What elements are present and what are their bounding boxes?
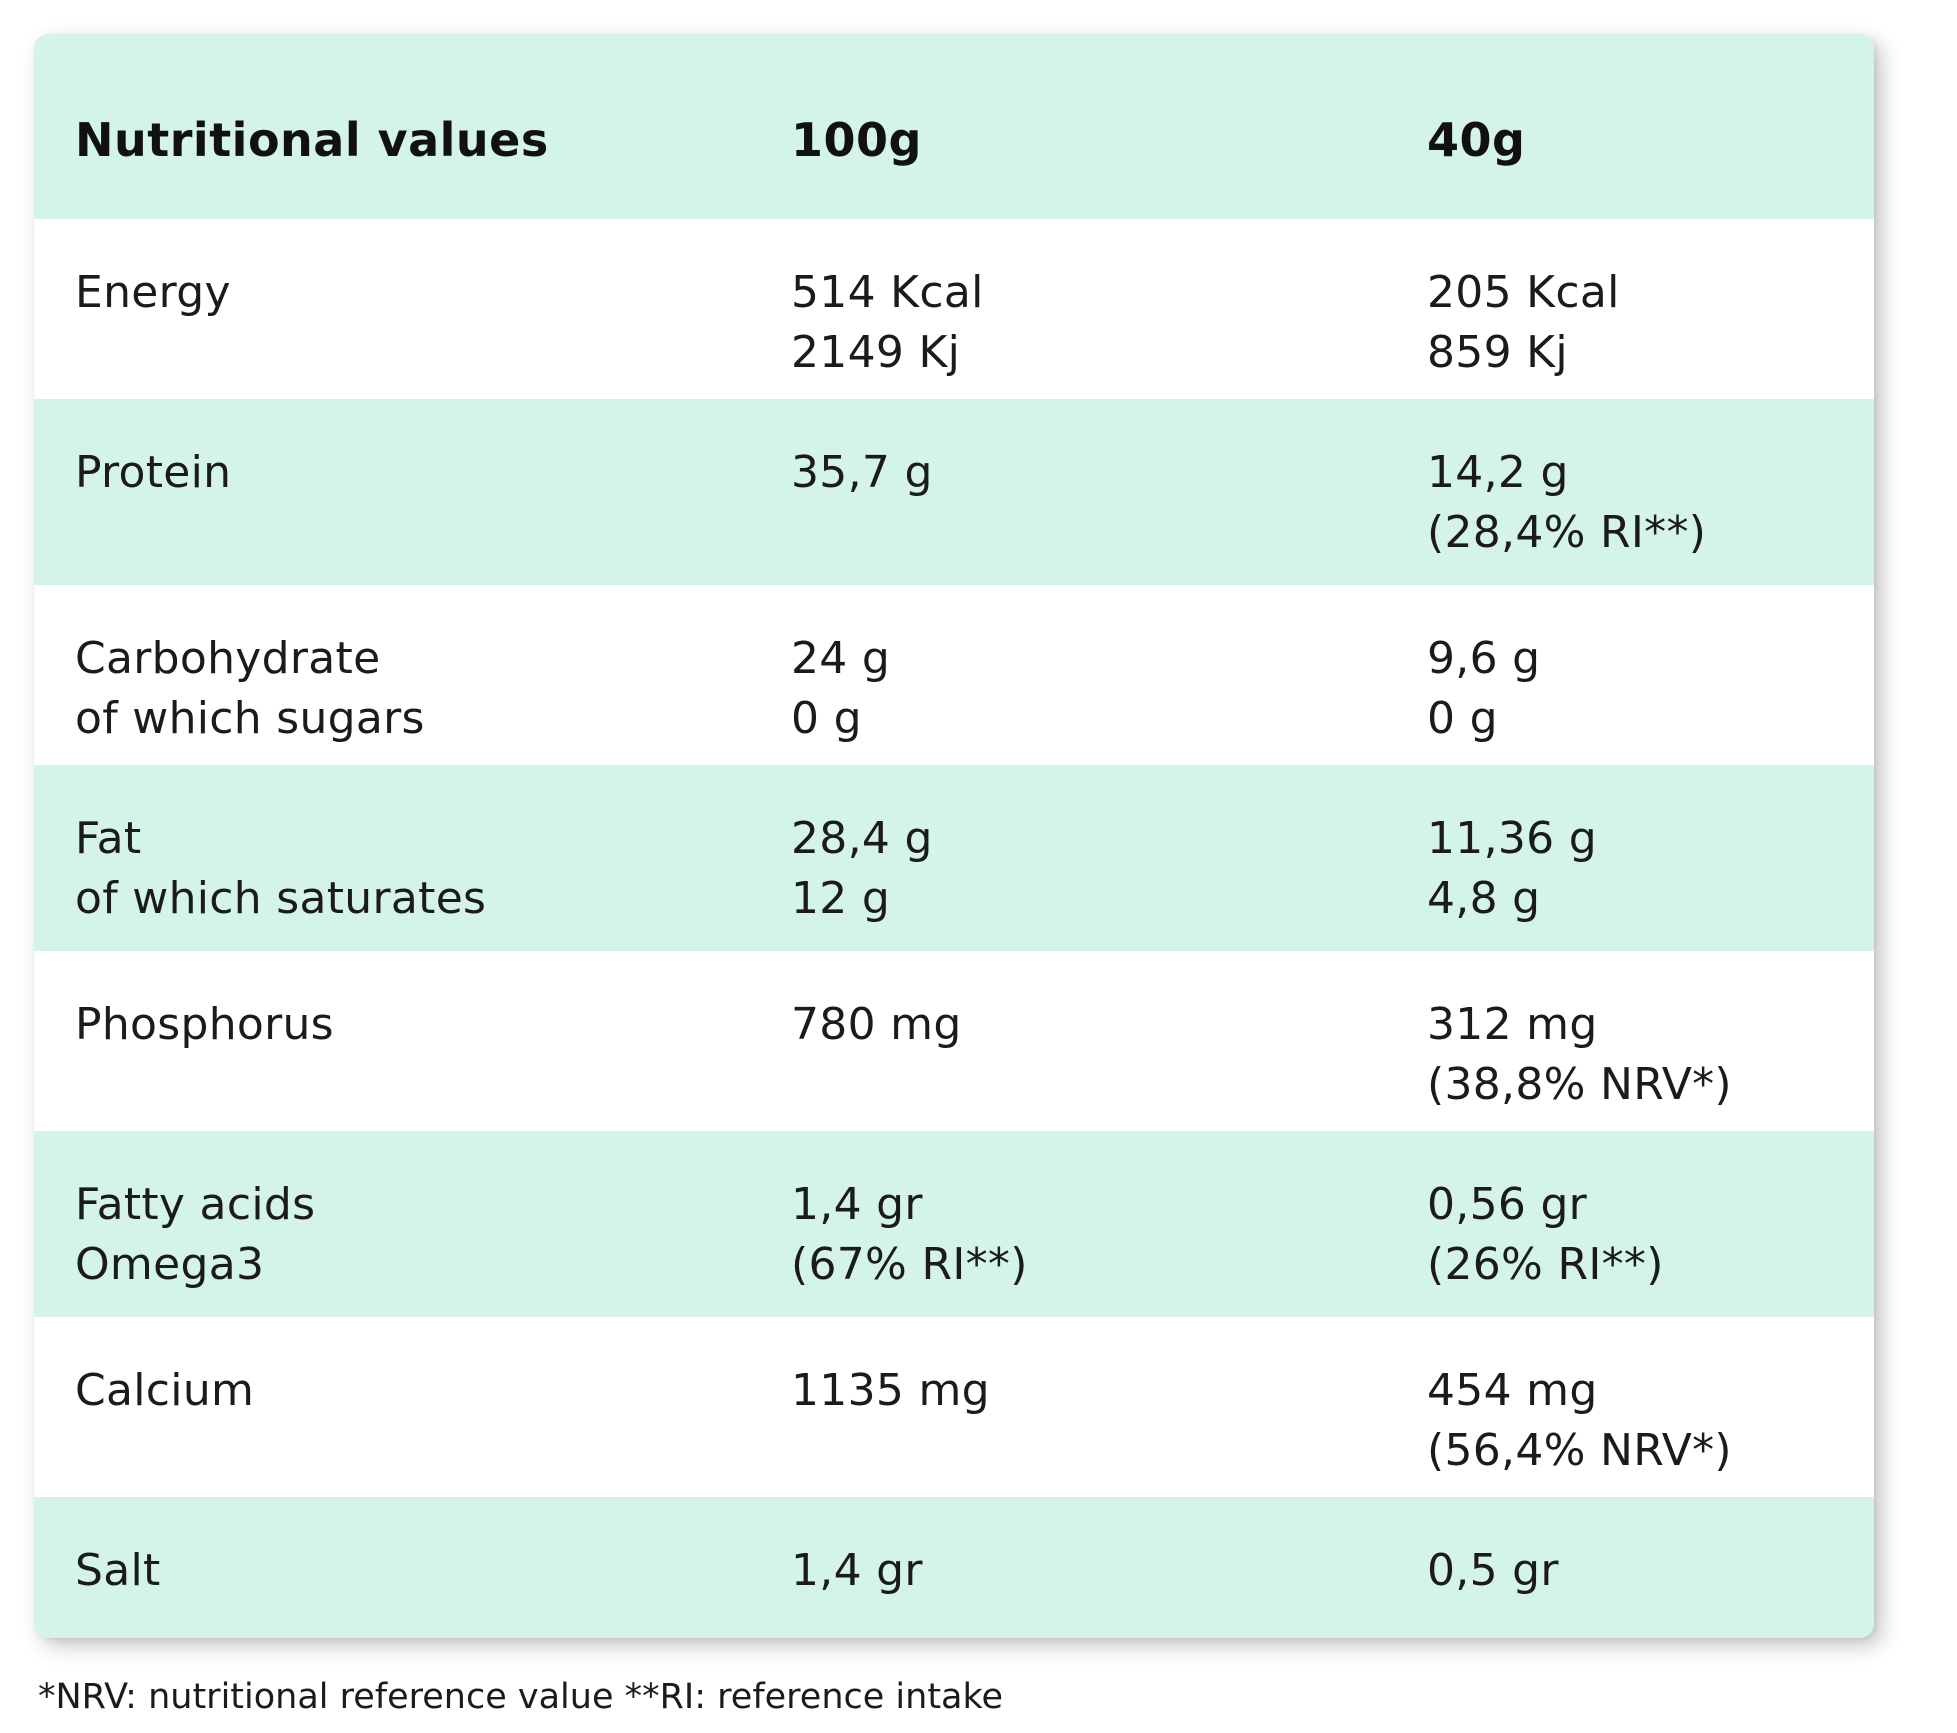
header-40g: 40g <box>1427 113 1526 167</box>
value-40g: 0,5 gr <box>1427 1541 1559 1601</box>
value-40g: 454 mg (56,4% NRV*) <box>1427 1361 1732 1481</box>
value-line: 0 g <box>791 693 862 744</box>
value-40g: 312 mg (38,8% NRV*) <box>1427 995 1732 1115</box>
value-line: 28,4 g <box>791 813 933 864</box>
value-100g: 780 mg <box>791 995 962 1055</box>
value-40g: 11,36 g 4,8 g <box>1427 809 1597 929</box>
footnote: *NRV: nutritional reference value **RI: … <box>38 1677 1004 1717</box>
row-label: Fatty acids Omega3 <box>75 1175 315 1295</box>
label-line: Protein <box>75 447 232 498</box>
value-line: 1135 mg <box>791 1365 990 1416</box>
table-row-phosphorus: Phosphorus 780 mg 312 mg (38,8% NRV*) <box>34 951 1874 1131</box>
table-row-fatty-acids: Fatty acids Omega3 1,4 gr (67% RI**) 0,5… <box>34 1131 1874 1317</box>
label-line: Salt <box>75 1545 161 1596</box>
value-line: 780 mg <box>791 999 962 1050</box>
value-line: (26% RI**) <box>1427 1239 1664 1290</box>
value-line: 12 g <box>791 873 891 924</box>
label-line: Phosphorus <box>75 999 334 1050</box>
value-line: 1,4 gr <box>791 1179 923 1230</box>
value-line: 9,6 g <box>1427 633 1541 684</box>
table-row-carbohydrate: Carbohydrate of which sugars 24 g 0 g 9,… <box>34 585 1874 765</box>
table-row-salt: Salt 1,4 gr 0,5 gr <box>34 1497 1874 1638</box>
row-label: Salt <box>75 1541 161 1601</box>
value-line: 14,2 g <box>1427 447 1569 498</box>
value-100g: 24 g 0 g <box>791 629 890 749</box>
value-line: 0,56 gr <box>1427 1179 1588 1230</box>
value-line: (28,4% RI**) <box>1427 507 1707 558</box>
value-40g: 0,56 gr (26% RI**) <box>1427 1175 1664 1295</box>
table-row-calcium: Calcium 1135 mg 454 mg (56,4% NRV*) <box>34 1317 1874 1497</box>
table-row-fat: Fat of which saturates 28,4 g 12 g 11,36… <box>34 765 1874 951</box>
value-line: 205 Kcal <box>1427 267 1620 318</box>
label-line: Fatty acids <box>75 1179 316 1230</box>
value-100g: 514 Kcal 2149 Kj <box>791 263 984 383</box>
value-40g: 9,6 g 0 g <box>1427 629 1540 749</box>
row-label: Phosphorus <box>75 995 334 1055</box>
value-line: 1,4 gr <box>791 1545 923 1596</box>
value-line: 2149 Kj <box>791 327 961 378</box>
value-line: (56,4% NRV*) <box>1427 1425 1732 1476</box>
value-line: 514 Kcal <box>791 267 984 318</box>
nutrition-table: Nutritional values 100g 40g Energy 514 K… <box>34 34 1874 1638</box>
value-100g: 35,7 g <box>791 443 933 503</box>
value-line: 312 mg <box>1427 999 1598 1050</box>
value-line: 11,36 g <box>1427 813 1597 864</box>
table-row-energy: Energy 514 Kcal 2149 Kj 205 Kcal 859 Kj <box>34 219 1874 399</box>
value-line: 35,7 g <box>791 447 933 498</box>
label-line: Omega3 <box>75 1239 265 1290</box>
row-label: Carbohydrate of which sugars <box>75 629 425 749</box>
value-line: 4,8 g <box>1427 873 1541 924</box>
value-line: 24 g <box>791 633 891 684</box>
label-line: of which saturates <box>75 873 487 924</box>
table-header-row: Nutritional values 100g 40g <box>34 34 1874 219</box>
value-40g: 205 Kcal 859 Kj <box>1427 263 1620 383</box>
row-label: Energy <box>75 263 231 323</box>
value-line: 859 Kj <box>1427 327 1568 378</box>
label-line: Carbohydrate <box>75 633 381 684</box>
value-line: 0,5 gr <box>1427 1545 1559 1596</box>
value-line: (67% RI**) <box>791 1239 1028 1290</box>
header-nutritional-values: Nutritional values <box>75 113 549 167</box>
table-row-protein: Protein 35,7 g 14,2 g (28,4% RI**) <box>34 399 1874 585</box>
value-100g: 1135 mg <box>791 1361 990 1421</box>
value-line: (38,8% NRV*) <box>1427 1059 1732 1110</box>
value-line: 0 g <box>1427 693 1498 744</box>
value-100g: 28,4 g 12 g <box>791 809 933 929</box>
label-line: Fat <box>75 813 142 864</box>
value-100g: 1,4 gr (67% RI**) <box>791 1175 1028 1295</box>
value-100g: 1,4 gr <box>791 1541 923 1601</box>
label-line: of which sugars <box>75 693 425 744</box>
label-line: Energy <box>75 267 231 318</box>
value-40g: 14,2 g (28,4% RI**) <box>1427 443 1706 563</box>
row-label: Protein <box>75 443 231 503</box>
value-line: 454 mg <box>1427 1365 1598 1416</box>
row-label: Calcium <box>75 1361 254 1421</box>
row-label: Fat of which saturates <box>75 809 486 929</box>
label-line: Calcium <box>75 1365 255 1416</box>
header-100g: 100g <box>791 113 922 167</box>
